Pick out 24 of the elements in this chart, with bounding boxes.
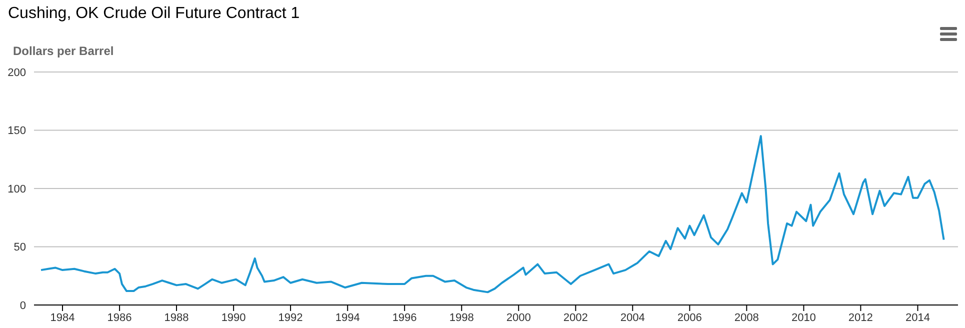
x-tick-label: 2012: [848, 312, 873, 324]
y-tick-label: 100: [8, 183, 26, 196]
y-tick-label: 0: [20, 300, 26, 312]
x-tick-label: 2004: [620, 312, 645, 324]
y-axis-title: Dollars per Barrel: [13, 44, 114, 58]
x-tick-label: 2008: [734, 312, 759, 324]
x-tick-label: 2010: [791, 312, 816, 324]
line-series: [40, 135, 945, 294]
x-tick-label: 1998: [449, 312, 474, 324]
x-tick-label: 2000: [506, 312, 531, 324]
x-tick-label: 2006: [677, 312, 702, 324]
x-tick-label: 1988: [164, 312, 189, 324]
y-tick-label: 50: [14, 242, 26, 254]
x-tick-label: 2002: [563, 312, 588, 324]
x-tick-label: 1992: [278, 312, 303, 324]
y-tick-label: 200: [8, 66, 26, 79]
x-tick-label: 1984: [50, 312, 75, 324]
x-tick-label: 1994: [335, 312, 360, 324]
chart-title: Cushing, OK Crude Oil Future Contract 1: [8, 5, 300, 23]
x-tick-label: 1996: [392, 312, 417, 324]
x-tick-label: 1990: [221, 312, 246, 324]
x-tick-label: 1986: [107, 312, 132, 324]
x-tick-label: 2014: [905, 312, 930, 324]
y-tick-label: 150: [8, 125, 26, 138]
